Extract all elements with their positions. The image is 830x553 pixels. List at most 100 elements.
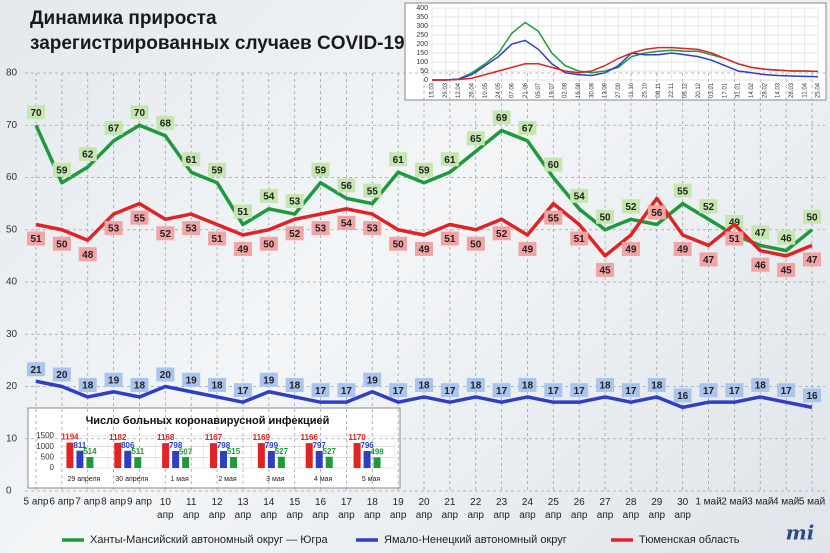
x-tick-label-line: 16 [315, 497, 327, 508]
data-label: 47 [703, 255, 715, 266]
data-label: 51 [574, 234, 586, 245]
data-label-box [699, 252, 718, 267]
x-tick-label: 12.04 [456, 82, 462, 98]
x-tick-label: 21 апр [442, 497, 459, 521]
y-tick-label: 0 [50, 463, 55, 472]
legend-label: Ханты-Мансийский автономный округ — Югра [90, 534, 329, 546]
data-label: 68 [160, 118, 172, 129]
data-label: 54 [341, 218, 353, 229]
x-tick-label: 30 апреля [115, 476, 148, 483]
x-tick-label-line: 18 [367, 497, 379, 508]
data-label: 55 [367, 186, 379, 197]
x-tick-label: 3 май [747, 497, 773, 508]
data-label-box [337, 215, 356, 230]
data-label: 798 [217, 441, 231, 450]
x-tick-label: 28.03 [789, 82, 795, 98]
data-label: 515 [227, 447, 241, 456]
data-label-box [363, 372, 382, 387]
x-tick-label-line: 15 [289, 497, 301, 508]
data-label-box [415, 377, 433, 392]
data-label: 799 [265, 441, 279, 450]
series-line [35, 196, 813, 258]
x-tick-label: 2 мая [218, 476, 237, 483]
data-label: 53 [367, 224, 379, 235]
x-tick-label: 5 мая [362, 476, 381, 483]
bar [210, 443, 217, 468]
x-tick-label: 15.03 [430, 82, 436, 98]
x-tick-label-line: апр [442, 510, 459, 521]
data-label: 60 [548, 160, 560, 171]
y-tick-label: 1500 [36, 431, 54, 440]
y-tick-label: 0 [6, 486, 12, 497]
data-label-box [544, 383, 563, 398]
data-label: 50 [600, 212, 612, 223]
x-tick-label: 29 апр [649, 497, 666, 521]
x-tick-label: 13 апр [235, 497, 252, 521]
data-label-box [725, 214, 744, 229]
data-label: 50 [393, 239, 405, 250]
data-label: 17 [625, 386, 637, 397]
data-label-box [596, 377, 615, 392]
x-tick-label: 4 мая [314, 476, 333, 483]
data-label: 1168 [157, 433, 175, 442]
data-label: 18 [522, 381, 534, 392]
x-tick-label: 30 апр [674, 497, 691, 521]
data-label-box [621, 383, 640, 398]
x-tick-label-line: 14 [263, 497, 275, 508]
data-label: 49 [418, 245, 430, 256]
data-label: 498 [370, 447, 384, 456]
x-tick-label-line: апр [183, 510, 200, 521]
data-label: 67 [108, 124, 120, 135]
y-tick-label: 10 [6, 433, 18, 444]
data-label: 1170 [348, 433, 366, 442]
data-label: 514 [83, 447, 97, 456]
data-label-box [156, 226, 175, 241]
data-label: 50 [56, 239, 68, 250]
bar [66, 442, 74, 468]
x-tick-label-line: 10 [160, 497, 172, 508]
x-tick-label-line: 26 [574, 497, 586, 508]
x-tick-label: 07.06 [509, 82, 515, 98]
data-label: 53 [289, 197, 301, 208]
x-tick-label: 15 апр [286, 497, 303, 521]
data-label-box [492, 383, 511, 398]
data-label: 53 [315, 224, 327, 235]
data-label: 56 [651, 208, 663, 219]
x-tick-label: 10 апр [157, 497, 174, 521]
x-tick-label-line: 21 [444, 497, 456, 508]
data-label: 20 [160, 370, 172, 381]
data-label-box [104, 372, 123, 387]
data-label: 49 [237, 245, 249, 256]
logo: mi [786, 521, 815, 545]
x-tick-label: 20 апр [416, 497, 433, 521]
y-tick-label: 50 [6, 224, 18, 235]
data-label-box [363, 221, 382, 236]
x-tick-label: 02.08 [563, 82, 569, 98]
x-tick-label: 20.12 [696, 82, 702, 98]
x-tick-label: 13.09 [603, 82, 609, 98]
data-label: 51 [212, 234, 224, 245]
data-label-box [415, 241, 433, 256]
data-label-box [259, 372, 278, 387]
x-tick-label: 4 май [773, 497, 799, 508]
data-label-box [78, 247, 97, 262]
data-label-box [492, 226, 511, 241]
data-label: 18 [418, 381, 430, 392]
x-tick-label: 23 апр [493, 497, 510, 521]
data-label: 59 [315, 165, 327, 176]
x-tick-label: 08.11 [656, 82, 662, 97]
bar [315, 450, 323, 468]
data-label: 46 [755, 260, 767, 271]
data-label-box [570, 383, 589, 398]
x-tick-label: 27.09 [616, 82, 622, 98]
x-tick-label-line: 19 [393, 497, 405, 508]
data-label-box [311, 383, 330, 398]
bar [124, 450, 132, 468]
bar [76, 450, 84, 468]
data-label-box [78, 377, 97, 392]
data-label: 17 [393, 386, 405, 397]
x-tick-label-line: 25 [548, 497, 560, 508]
data-label: 59 [56, 165, 68, 176]
data-label: 45 [600, 266, 612, 277]
x-tick-label: 5 май [799, 497, 825, 508]
